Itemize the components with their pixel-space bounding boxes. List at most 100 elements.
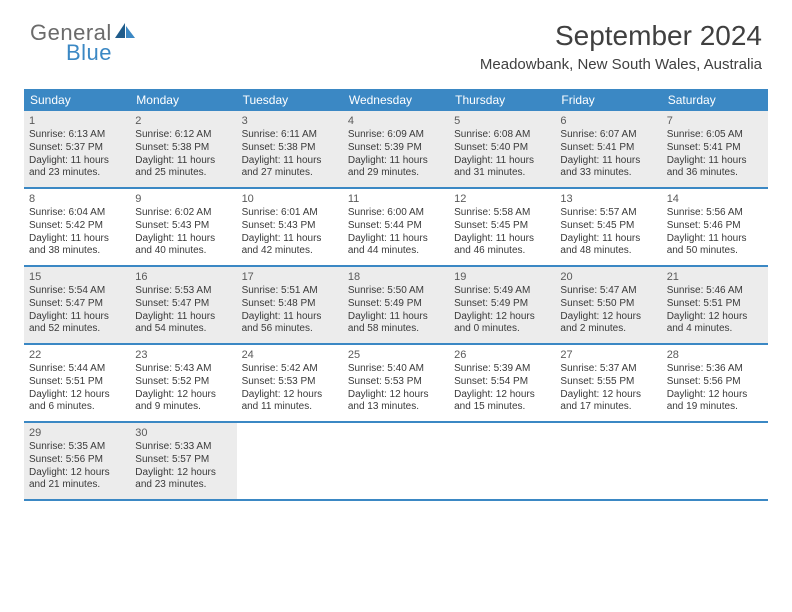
day-number: 9 xyxy=(135,192,231,206)
sunset-text: Sunset: 5:41 PM xyxy=(667,142,763,155)
empty-cell xyxy=(555,423,661,499)
sunset-text: Sunset: 5:53 PM xyxy=(242,376,338,389)
day-header: Thursday xyxy=(449,89,555,111)
daylight-text: Daylight: 11 hours and 23 minutes. xyxy=(29,155,125,181)
day-number: 16 xyxy=(135,270,231,284)
day-number: 7 xyxy=(667,114,763,128)
day-header: Saturday xyxy=(662,89,768,111)
day-cell: 19Sunrise: 5:49 AMSunset: 5:49 PMDayligh… xyxy=(449,267,555,343)
sunset-text: Sunset: 5:56 PM xyxy=(29,454,125,467)
day-header-row: SundayMondayTuesdayWednesdayThursdayFrid… xyxy=(24,89,768,111)
day-cell: 24Sunrise: 5:42 AMSunset: 5:53 PMDayligh… xyxy=(237,345,343,421)
page-header: General Blue September 2024 Meadowbank, … xyxy=(0,0,792,79)
daylight-text: Daylight: 12 hours and 23 minutes. xyxy=(135,467,231,493)
sunset-text: Sunset: 5:50 PM xyxy=(560,298,656,311)
sunrise-text: Sunrise: 6:05 AM xyxy=(667,129,763,142)
day-number: 10 xyxy=(242,192,338,206)
daylight-text: Daylight: 11 hours and 31 minutes. xyxy=(454,155,550,181)
day-header: Friday xyxy=(555,89,661,111)
sunset-text: Sunset: 5:56 PM xyxy=(667,376,763,389)
sunrise-text: Sunrise: 5:53 AM xyxy=(135,285,231,298)
daylight-text: Daylight: 11 hours and 54 minutes. xyxy=(135,311,231,337)
sunrise-text: Sunrise: 6:12 AM xyxy=(135,129,231,142)
daylight-text: Daylight: 12 hours and 2 minutes. xyxy=(560,311,656,337)
day-number: 19 xyxy=(454,270,550,284)
day-cell: 20Sunrise: 5:47 AMSunset: 5:50 PMDayligh… xyxy=(555,267,661,343)
daylight-text: Daylight: 11 hours and 48 minutes. xyxy=(560,233,656,259)
day-cell: 7Sunrise: 6:05 AMSunset: 5:41 PMDaylight… xyxy=(662,111,768,187)
day-cell: 28Sunrise: 5:36 AMSunset: 5:56 PMDayligh… xyxy=(662,345,768,421)
day-cell: 9Sunrise: 6:02 AMSunset: 5:43 PMDaylight… xyxy=(130,189,236,265)
daylight-text: Daylight: 11 hours and 58 minutes. xyxy=(348,311,444,337)
sunset-text: Sunset: 5:47 PM xyxy=(135,298,231,311)
empty-cell xyxy=(237,423,343,499)
daylight-text: Daylight: 11 hours and 52 minutes. xyxy=(29,311,125,337)
week-row: 8Sunrise: 6:04 AMSunset: 5:42 PMDaylight… xyxy=(24,189,768,267)
sunrise-text: Sunrise: 5:56 AM xyxy=(667,207,763,220)
daylight-text: Daylight: 12 hours and 21 minutes. xyxy=(29,467,125,493)
day-cell: 4Sunrise: 6:09 AMSunset: 5:39 PMDaylight… xyxy=(343,111,449,187)
daylight-text: Daylight: 12 hours and 0 minutes. xyxy=(454,311,550,337)
sunrise-text: Sunrise: 5:43 AM xyxy=(135,363,231,376)
day-number: 13 xyxy=(560,192,656,206)
sunrise-text: Sunrise: 5:54 AM xyxy=(29,285,125,298)
sunset-text: Sunset: 5:39 PM xyxy=(348,142,444,155)
sunrise-text: Sunrise: 6:13 AM xyxy=(29,129,125,142)
day-cell: 15Sunrise: 5:54 AMSunset: 5:47 PMDayligh… xyxy=(24,267,130,343)
daylight-text: Daylight: 12 hours and 6 minutes. xyxy=(29,389,125,415)
day-number: 23 xyxy=(135,348,231,362)
sunrise-text: Sunrise: 6:01 AM xyxy=(242,207,338,220)
sunset-text: Sunset: 5:43 PM xyxy=(242,220,338,233)
sunrise-text: Sunrise: 5:44 AM xyxy=(29,363,125,376)
sunset-text: Sunset: 5:53 PM xyxy=(348,376,444,389)
empty-cell xyxy=(343,423,449,499)
sunrise-text: Sunrise: 5:47 AM xyxy=(560,285,656,298)
sunset-text: Sunset: 5:52 PM xyxy=(135,376,231,389)
location-text: Meadowbank, New South Wales, Australia xyxy=(480,56,762,73)
week-row: 1Sunrise: 6:13 AMSunset: 5:37 PMDaylight… xyxy=(24,111,768,189)
daylight-text: Daylight: 12 hours and 19 minutes. xyxy=(667,389,763,415)
daylight-text: Daylight: 12 hours and 11 minutes. xyxy=(242,389,338,415)
daylight-text: Daylight: 11 hours and 56 minutes. xyxy=(242,311,338,337)
daylight-text: Daylight: 11 hours and 50 minutes. xyxy=(667,233,763,259)
sunrise-text: Sunrise: 5:50 AM xyxy=(348,285,444,298)
day-cell: 14Sunrise: 5:56 AMSunset: 5:46 PMDayligh… xyxy=(662,189,768,265)
sunrise-text: Sunrise: 6:04 AM xyxy=(29,207,125,220)
sunrise-text: Sunrise: 5:40 AM xyxy=(348,363,444,376)
daylight-text: Daylight: 12 hours and 4 minutes. xyxy=(667,311,763,337)
day-cell: 3Sunrise: 6:11 AMSunset: 5:38 PMDaylight… xyxy=(237,111,343,187)
sunset-text: Sunset: 5:51 PM xyxy=(29,376,125,389)
daylight-text: Daylight: 11 hours and 38 minutes. xyxy=(29,233,125,259)
sunset-text: Sunset: 5:41 PM xyxy=(560,142,656,155)
day-cell: 25Sunrise: 5:40 AMSunset: 5:53 PMDayligh… xyxy=(343,345,449,421)
day-cell: 29Sunrise: 5:35 AMSunset: 5:56 PMDayligh… xyxy=(24,423,130,499)
day-cell: 30Sunrise: 5:33 AMSunset: 5:57 PMDayligh… xyxy=(130,423,236,499)
sunrise-text: Sunrise: 5:35 AM xyxy=(29,441,125,454)
day-header: Sunday xyxy=(24,89,130,111)
sunrise-text: Sunrise: 5:36 AM xyxy=(667,363,763,376)
day-number: 17 xyxy=(242,270,338,284)
daylight-text: Daylight: 11 hours and 25 minutes. xyxy=(135,155,231,181)
day-number: 27 xyxy=(560,348,656,362)
day-number: 11 xyxy=(348,192,444,206)
sunrise-text: Sunrise: 5:42 AM xyxy=(242,363,338,376)
day-cell: 26Sunrise: 5:39 AMSunset: 5:54 PMDayligh… xyxy=(449,345,555,421)
day-number: 15 xyxy=(29,270,125,284)
daylight-text: Daylight: 11 hours and 44 minutes. xyxy=(348,233,444,259)
day-cell: 17Sunrise: 5:51 AMSunset: 5:48 PMDayligh… xyxy=(237,267,343,343)
day-number: 25 xyxy=(348,348,444,362)
sunset-text: Sunset: 5:44 PM xyxy=(348,220,444,233)
week-row: 29Sunrise: 5:35 AMSunset: 5:56 PMDayligh… xyxy=(24,423,768,501)
day-cell: 11Sunrise: 6:00 AMSunset: 5:44 PMDayligh… xyxy=(343,189,449,265)
day-number: 18 xyxy=(348,270,444,284)
day-header: Tuesday xyxy=(237,89,343,111)
day-number: 28 xyxy=(667,348,763,362)
daylight-text: Daylight: 11 hours and 29 minutes. xyxy=(348,155,444,181)
day-cell: 6Sunrise: 6:07 AMSunset: 5:41 PMDaylight… xyxy=(555,111,661,187)
sunrise-text: Sunrise: 5:57 AM xyxy=(560,207,656,220)
sunrise-text: Sunrise: 6:11 AM xyxy=(242,129,338,142)
day-cell: 10Sunrise: 6:01 AMSunset: 5:43 PMDayligh… xyxy=(237,189,343,265)
day-number: 20 xyxy=(560,270,656,284)
sunset-text: Sunset: 5:40 PM xyxy=(454,142,550,155)
sunset-text: Sunset: 5:37 PM xyxy=(29,142,125,155)
